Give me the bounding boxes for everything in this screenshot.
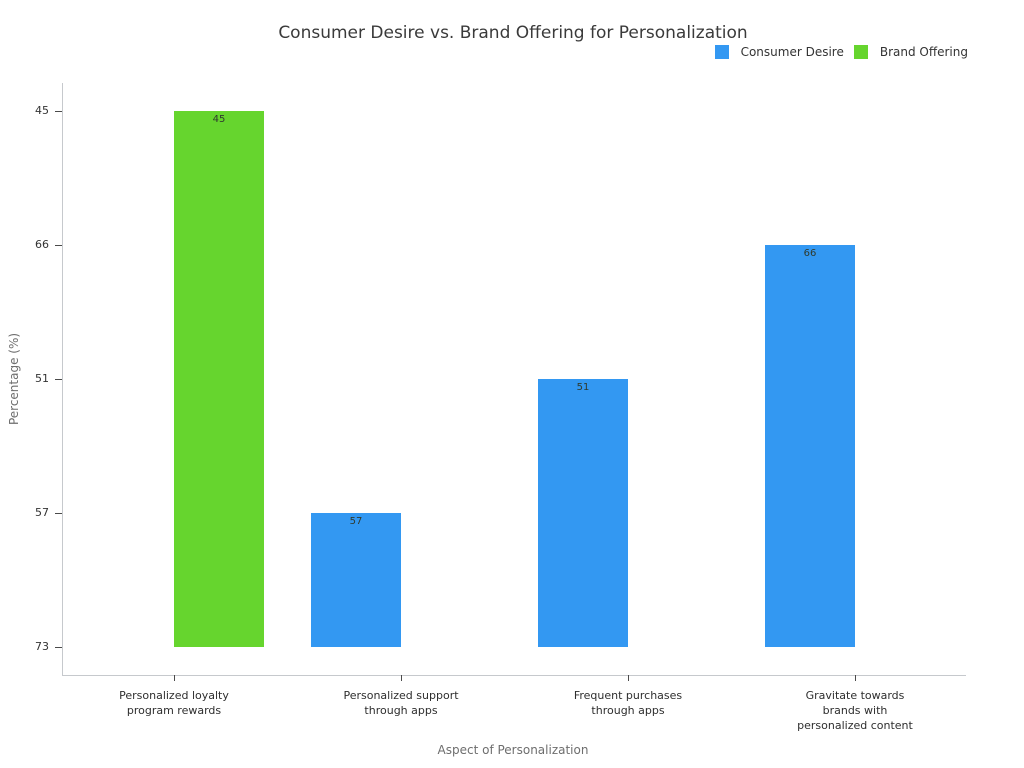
- y-tick-mark: [55, 646, 62, 648]
- y-tick-label: 73: [35, 640, 49, 653]
- bar-value-label: 45: [212, 114, 226, 125]
- legend-item-consumer-desire: Consumer Desire: [714, 45, 844, 59]
- y-axis-title: Percentage (%): [7, 332, 21, 426]
- chart-title: Consumer Desire vs. Brand Offering for P…: [278, 23, 748, 43]
- y-tick-label: 66: [35, 238, 49, 251]
- legend-swatch-brand-offering: [853, 45, 868, 59]
- x-tick-label: Personalized loyalty program rewards: [119, 689, 229, 717]
- legend-label-consumer-desire: Consumer Desire: [740, 45, 844, 59]
- x-tick-mark: [173, 675, 175, 681]
- legend-label-brand-offering: Brand Offering: [879, 45, 968, 59]
- x-tick-label: Gravitate towards brands with personaliz…: [797, 689, 913, 732]
- y-tick-mark: [55, 512, 62, 514]
- y-tick-label: 45: [35, 104, 49, 117]
- bar-consumer-desire: 57: [311, 513, 401, 647]
- legend-item-brand-offering: Brand Offering: [853, 45, 968, 59]
- y-tick-mark: [55, 110, 62, 112]
- plot-area: 73 57 51 66 45 Personalized loyalty program r…: [35, 83, 966, 732]
- x-axis-title: Aspect of Personalization: [437, 743, 589, 757]
- y-tick-mark: [55, 244, 62, 246]
- x-tick-mark: [627, 675, 629, 681]
- bar-value-label: 66: [803, 248, 817, 259]
- y-tick-mark: [55, 378, 62, 380]
- bar-consumer-desire: 51: [538, 379, 628, 647]
- bar-brand-offering: 45: [174, 111, 264, 647]
- y-tick-label: 57: [35, 506, 49, 519]
- bar-consumer-desire: 66: [765, 245, 855, 647]
- x-tick-label: Frequent purchases through apps: [573, 689, 683, 717]
- y-tick-label: 51: [35, 372, 49, 385]
- x-tick-mark: [854, 675, 856, 681]
- x-tick-label: Personalized support through apps: [343, 689, 459, 717]
- legend: Consumer Desire Brand Offering: [714, 45, 968, 59]
- bar-value-label: 51: [576, 382, 590, 393]
- x-tick-mark: [400, 675, 402, 681]
- bar-value-label: 57: [349, 516, 363, 527]
- legend-swatch-consumer-desire: [714, 45, 729, 59]
